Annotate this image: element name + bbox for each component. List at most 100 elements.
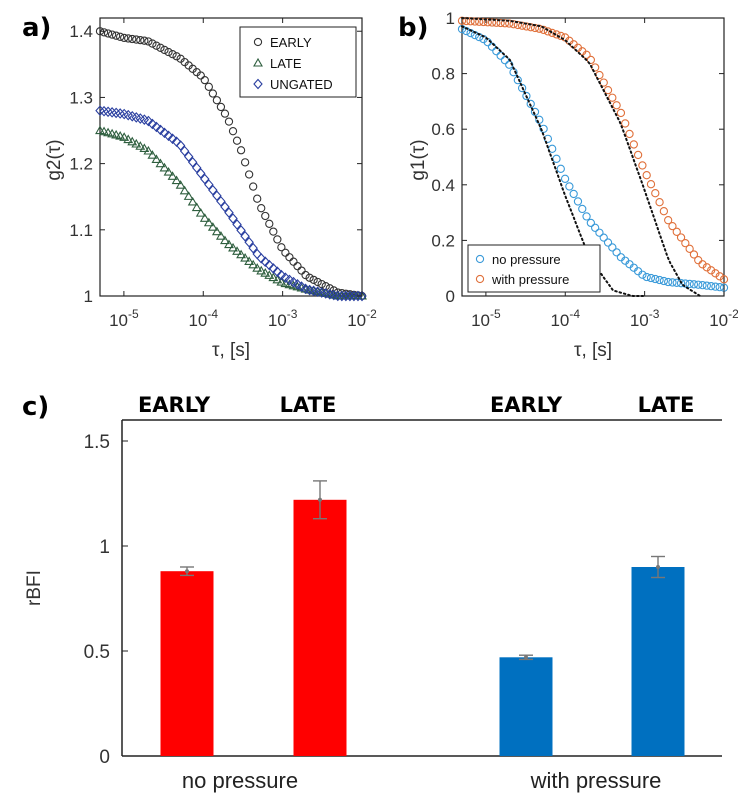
b-point-with-pressure	[715, 272, 724, 281]
a-point-ungated	[204, 179, 214, 190]
b-point-with-pressure	[552, 30, 561, 39]
b-point-with-pressure	[664, 216, 673, 225]
a-point-late	[179, 185, 190, 195]
b-point-with-pressure	[492, 18, 501, 27]
b-point-no-pressure	[676, 279, 686, 288]
a-point-late	[224, 239, 234, 249]
a-point-late	[123, 134, 134, 144]
a-point-late	[288, 280, 299, 290]
a-point-early	[116, 32, 125, 41]
b-point-no-pressure	[603, 238, 613, 247]
a-point-early	[220, 109, 230, 118]
a-point-ungated	[196, 168, 206, 179]
a-point-late	[155, 158, 166, 168]
b-point-no-pressure	[715, 283, 724, 292]
a-point-early	[136, 35, 145, 45]
b-point-no-pressure	[522, 91, 531, 101]
b-point-no-pressure	[706, 282, 716, 291]
a-ytick-label: 1.2	[69, 155, 93, 174]
b-point-no-pressure	[599, 233, 608, 242]
a-point-early	[253, 194, 262, 203]
a-legend-label-late: LATE	[270, 56, 302, 71]
a-ytick-label: 1.1	[69, 221, 93, 240]
a-point-early	[309, 275, 318, 285]
panel-a-legend: EARLY LATE UNGATED	[239, 26, 357, 98]
b-point-no-pressure	[586, 218, 596, 228]
a-point-late	[131, 138, 142, 148]
panel-b-label: b)	[398, 13, 429, 43]
panel-c-group-label-with-pressure: with pressure	[530, 768, 662, 793]
a-point-ungated	[103, 106, 113, 118]
panel-b-ticks: 0 0.2 0.4 0.6 0.8 1 10-5 10-4 10-3 10-2	[431, 9, 738, 330]
panel-b-legend: no pressure with pressure	[467, 244, 601, 293]
b-series-fit-2	[461, 25, 646, 297]
a-point-ungated	[224, 207, 234, 218]
b-point-with-pressure	[625, 129, 634, 139]
a-point-early	[99, 28, 109, 37]
a-point-ungated	[175, 140, 186, 151]
a-point-ungated	[337, 290, 347, 302]
b-point-with-pressure	[711, 269, 720, 278]
a-point-late	[272, 274, 283, 284]
b-xtick-label: 10-4	[550, 307, 580, 330]
b-point-no-pressure	[569, 189, 578, 199]
a-point-early	[148, 39, 157, 48]
panel-c-plot: EARLY LATE EARLY LATE no pressure with pressu…	[24, 393, 722, 793]
a-point-late	[111, 129, 122, 139]
a-point-early	[212, 96, 222, 105]
a-point-late	[264, 270, 275, 279]
b-point-with-pressure	[706, 266, 716, 275]
b-xtick-label: 10-5	[471, 307, 501, 330]
a-legend-marker-early	[253, 37, 263, 47]
a-point-ungated	[200, 173, 210, 185]
a-point-late	[207, 222, 218, 231]
a-point-early	[103, 29, 113, 38]
b-point-no-pressure	[711, 282, 720, 291]
a-point-ungated	[163, 130, 174, 142]
b-point-with-pressure	[646, 180, 656, 189]
b-point-no-pressure	[535, 115, 544, 124]
b-point-with-pressure	[629, 140, 638, 149]
a-point-early	[273, 235, 282, 244]
a-ytick-label: 1	[84, 287, 93, 306]
a-point-ungated	[143, 115, 154, 127]
a-point-ungated	[159, 127, 170, 139]
a-point-early	[265, 219, 274, 228]
a-point-early	[200, 75, 209, 85]
a-point-early	[249, 182, 258, 191]
a-xtick-label: 10-3	[268, 307, 298, 330]
panel-a-ticks: 1 1.1 1.2 1.3 1.4 10-5 10-4 10-3 10-2	[69, 18, 377, 330]
a-point-early	[240, 158, 250, 167]
b-point-with-pressure	[651, 189, 660, 198]
a-point-ungated	[179, 145, 190, 157]
a-point-ungated	[272, 266, 283, 278]
a-point-early	[224, 117, 234, 126]
panel-c-ylabel: rBFI	[24, 570, 45, 606]
a-point-late	[211, 226, 222, 236]
bar-with-pressure-early	[499, 657, 553, 756]
errorbar-mean-point	[656, 565, 660, 569]
b-point-no-pressure	[689, 280, 699, 289]
a-point-early	[208, 89, 218, 98]
panel-c-marks: EARLY LATE EARLY LATE no pressure with pressu…	[138, 393, 694, 793]
a-point-ungated	[167, 133, 178, 145]
b-point-no-pressure	[668, 278, 677, 287]
b-legend-label-with-pressure: with pressure	[491, 272, 569, 287]
a-legend-label-ungated: UNGATED	[270, 77, 333, 92]
a-point-late	[256, 265, 267, 275]
a-point-ungated	[99, 105, 109, 117]
a-point-ungated	[260, 256, 270, 268]
a-point-late	[220, 235, 230, 245]
panel-c-ytick-label: 1.5	[84, 432, 110, 453]
a-point-early	[107, 30, 117, 39]
b-point-with-pressure	[681, 238, 690, 248]
b-point-with-pressure	[548, 28, 557, 38]
a-xtick-label: 10-2	[347, 307, 377, 330]
panel-c-ytick-label: 0	[99, 747, 110, 768]
a-point-early	[261, 211, 270, 221]
b-point-no-pressure	[556, 164, 565, 173]
a-legend-label-early: EARLY	[270, 35, 312, 50]
panel-b-ylabel: g1(τ)	[408, 139, 429, 180]
b-point-no-pressure	[698, 281, 707, 290]
a-point-ungated	[183, 151, 194, 162]
